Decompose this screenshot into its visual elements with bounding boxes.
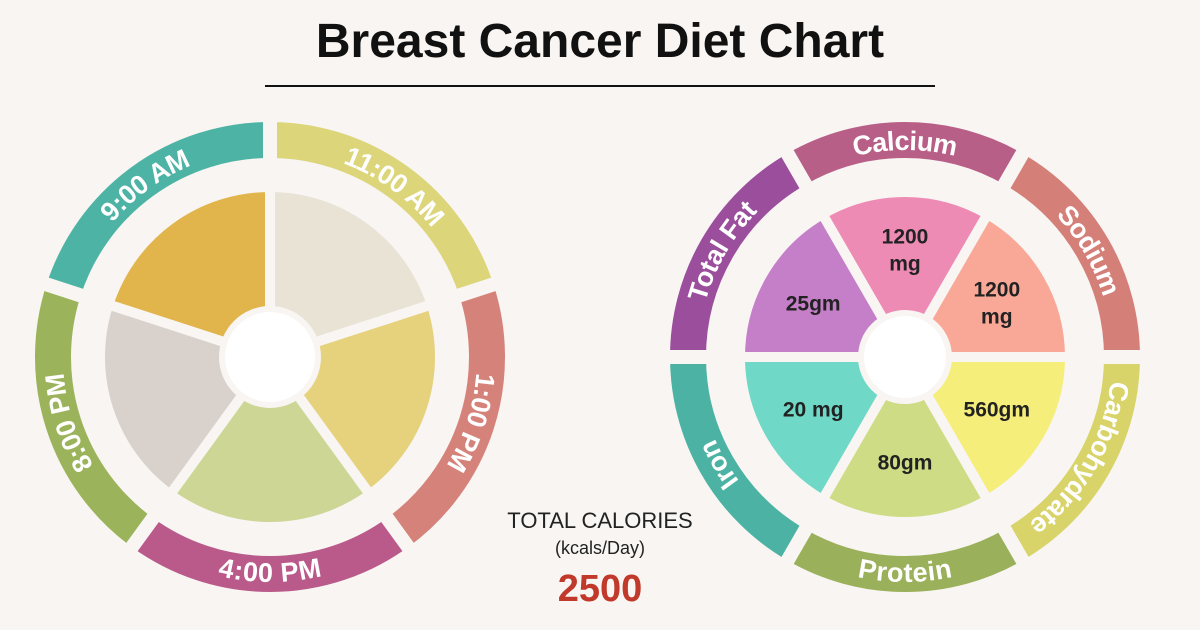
nutrient-value: 20 mg xyxy=(782,398,844,422)
calories-label: TOTAL CALORIES xyxy=(507,508,693,533)
nutrient-sector xyxy=(815,187,995,367)
nutrient-value: 80gm xyxy=(877,451,933,475)
nutrient-value: 1200 mg xyxy=(973,278,1021,329)
ring-label-text: Protein xyxy=(856,553,954,588)
center-hole xyxy=(858,310,952,404)
nutrient-value: 1200 mg xyxy=(881,225,929,276)
ring-label: Calcium xyxy=(850,126,960,162)
nutrient-value: 560gm xyxy=(963,398,1031,422)
nutrient-sector xyxy=(896,352,1076,507)
title: Breast Cancer Diet Chart xyxy=(315,15,885,68)
calories-unit: (kcals/Day) xyxy=(554,538,645,558)
meal-food-image xyxy=(163,348,377,532)
ring-label-text: Calcium xyxy=(850,126,960,162)
nutrient-sector xyxy=(734,207,914,362)
nutrient-value: 25gm xyxy=(785,292,841,316)
ring-label-text: 4:00 PM xyxy=(216,552,323,588)
meal-ring-segment xyxy=(21,273,167,563)
center-hole xyxy=(219,306,321,408)
nutrient-sector xyxy=(815,347,995,527)
ring-label: 4:00 PM xyxy=(216,552,323,588)
nutrient-sector xyxy=(896,207,1076,362)
calories-value: 2500 xyxy=(557,568,643,610)
ring-label: Protein xyxy=(856,553,954,588)
nutrient-ring-segment xyxy=(655,350,819,577)
nutrient-sector xyxy=(734,352,914,507)
